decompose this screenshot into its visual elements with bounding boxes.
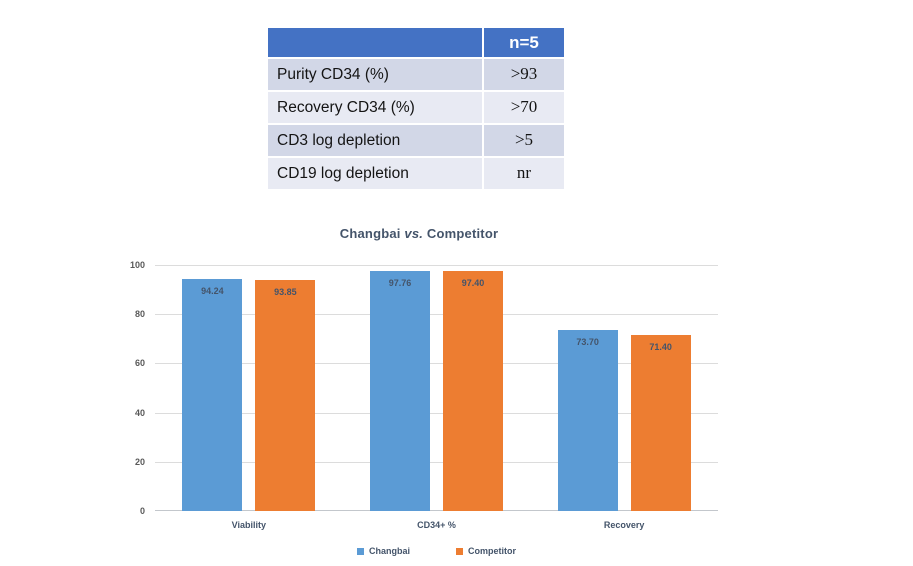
row-label: Purity CD34 (%) (277, 66, 389, 83)
y-tick-label: 80 (134, 309, 145, 320)
grid-line (155, 412, 718, 414)
grid-line (155, 363, 718, 365)
bar-group: 97.76 97.40 (343, 265, 531, 511)
competitor-bar: 97.40 (443, 271, 503, 511)
bar-data-label: 97.40 (461, 278, 485, 289)
legend-label: Changbai (368, 546, 410, 556)
row-value: >5 (482, 125, 564, 156)
table-row: Recovery CD34 (%) >70 (268, 92, 564, 123)
changbai-bar: 73.70 (557, 329, 618, 511)
row-label: CD3 log depletion (277, 132, 401, 149)
y-tick-label: 100 (129, 260, 145, 270)
comparison-chart: Changbai vs. Competitor 0 20 40 60 80 100 94.… (120, 226, 718, 556)
spec-table: n=5 Purity CD34 (%) >93 Recovery CD34 (%) >… (268, 28, 564, 189)
row-value: nr (482, 158, 564, 189)
header-empty-cell (268, 28, 482, 57)
x-category-label: Recovery (603, 520, 645, 530)
row-label: Recovery CD34 (%) (277, 99, 415, 116)
changbai-bar: 94.24 (182, 279, 243, 511)
grid-line (155, 510, 718, 511)
legend: Changbai Competitor (155, 546, 718, 556)
y-axis: 0 20 40 60 80 100 (120, 260, 155, 516)
y-tick-label: 40 (134, 407, 145, 418)
x-axis-labels: Viability CD34+ % Recovery (155, 520, 718, 530)
table-row: CD19 log depletion nr (268, 158, 564, 189)
legend-swatch (356, 547, 364, 555)
y-tick-label: 60 (134, 358, 145, 369)
legend-item: Changbai (356, 546, 410, 556)
chart-title-vs: vs. (404, 226, 424, 241)
competitor-bar: 71.40 (630, 335, 691, 511)
spec-table-body: Purity CD34 (%) >93 Recovery CD34 (%) >70 CD… (268, 59, 564, 189)
x-category-label: CD34+ % (417, 520, 456, 530)
row-value: >93 (482, 59, 564, 90)
legend-item: Competitor (456, 546, 516, 556)
chart-title: Changbai vs. Competitor (120, 226, 718, 241)
grid-line (155, 461, 718, 463)
chart-title-suffix: Competitor (426, 226, 499, 241)
table-row: Purity CD34 (%) >93 (268, 59, 564, 90)
plot-row: 0 20 40 60 80 100 94.24 93.85 97.76 97.40 73.70 71… (120, 260, 718, 516)
bar-data-label: 71.40 (649, 342, 672, 353)
bar-group: 94.24 93.85 (155, 265, 343, 511)
legend-label: Competitor (468, 546, 516, 556)
row-label: CD19 log depletion (277, 165, 409, 182)
grid-line (155, 314, 718, 316)
grid-line (155, 265, 718, 266)
y-tick-label: 20 (134, 456, 145, 467)
plot-area: 94.24 93.85 97.76 97.40 73.70 71.40 (155, 265, 718, 511)
competitor-bar: 93.85 (255, 280, 316, 511)
bar-group: 73.70 71.40 (530, 265, 718, 511)
bar-data-label: 93.85 (274, 287, 297, 298)
chart-title-prefix: Changbai (339, 226, 401, 241)
bar-groups: 94.24 93.85 97.76 97.40 73.70 71.40 (155, 265, 718, 511)
legend-swatch (456, 547, 463, 555)
changbai-bar: 97.76 (370, 270, 430, 511)
header-n-cell: n=5 (482, 28, 564, 57)
x-category-label: Viability (231, 520, 267, 530)
bar-data-label: 94.24 (201, 286, 224, 297)
row-value: >70 (482, 92, 564, 123)
table-row: CD3 log depletion >5 (268, 125, 564, 156)
y-tick-label: 0 (139, 506, 145, 516)
bar-data-label: 73.70 (576, 336, 599, 347)
bar-data-label: 97.76 (388, 277, 412, 288)
table-header-row: n=5 (268, 28, 564, 57)
